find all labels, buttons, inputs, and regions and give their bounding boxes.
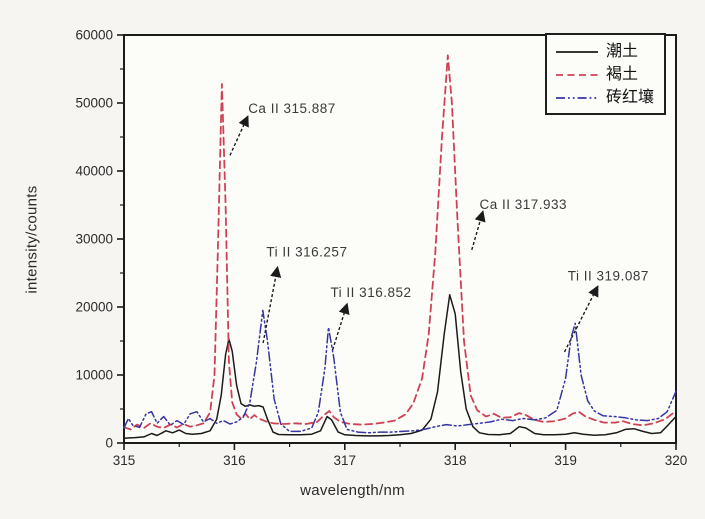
legend-label-hetu: 褐土 (606, 65, 639, 83)
y-tick-label: 40000 (75, 164, 113, 179)
annotation-label: Ti II 316.852 (330, 285, 411, 300)
annotation-arrow (563, 285, 599, 353)
x-tick-label: 315 (113, 453, 136, 468)
legend-line-dashed-icon (556, 73, 598, 76)
legend-line-solid-icon (556, 50, 598, 53)
y-tick-label: 60000 (75, 28, 113, 43)
x-tick-label: 320 (665, 453, 688, 468)
legend-label-zhuanhongrang: 砖红壤 (606, 88, 655, 106)
legend-item-hetu: 褐土 (555, 63, 658, 86)
annotation-arrow (471, 210, 486, 251)
annotation-label: Ti II 316.257 (266, 245, 347, 260)
annotation-label: Ca II 317.933 (479, 197, 567, 212)
x-tick-label: 318 (444, 453, 467, 468)
y-tick-label: 50000 (75, 96, 113, 111)
x-tick-label: 317 (334, 453, 357, 468)
annotation-arrow (229, 115, 249, 156)
annotation-arrow (331, 302, 350, 351)
legend-item-chaotu: 潮土 (555, 40, 658, 63)
y-tick-label: 10000 (75, 368, 113, 383)
annotation-arrow (262, 265, 282, 344)
y-tick-label: 30000 (75, 232, 113, 247)
plot-frame (123, 34, 677, 444)
y-axis-title: intensity/counts (23, 185, 41, 294)
annotation-label: Ca II 315.887 (248, 101, 336, 116)
series-line-1 (123, 294, 677, 439)
x-axis-title: wavelength/nm (300, 482, 405, 499)
y-tick-label: 0 (105, 436, 113, 451)
x-tick-label: 319 (554, 453, 577, 468)
annotation-label: Ti II 319.087 (568, 268, 649, 283)
legend-item-zhuanhongrang: 砖红壤 (555, 86, 658, 109)
series-line-3 (123, 309, 677, 434)
series-line-2 (123, 54, 677, 431)
y-tick-label: 20000 (75, 300, 113, 315)
legend-line-dashdot-icon (556, 96, 598, 99)
x-tick-label: 316 (223, 453, 246, 468)
legend-label-chaotu: 潮土 (606, 42, 639, 60)
legend-box: 潮土 褐土 砖红壤 (545, 33, 666, 115)
